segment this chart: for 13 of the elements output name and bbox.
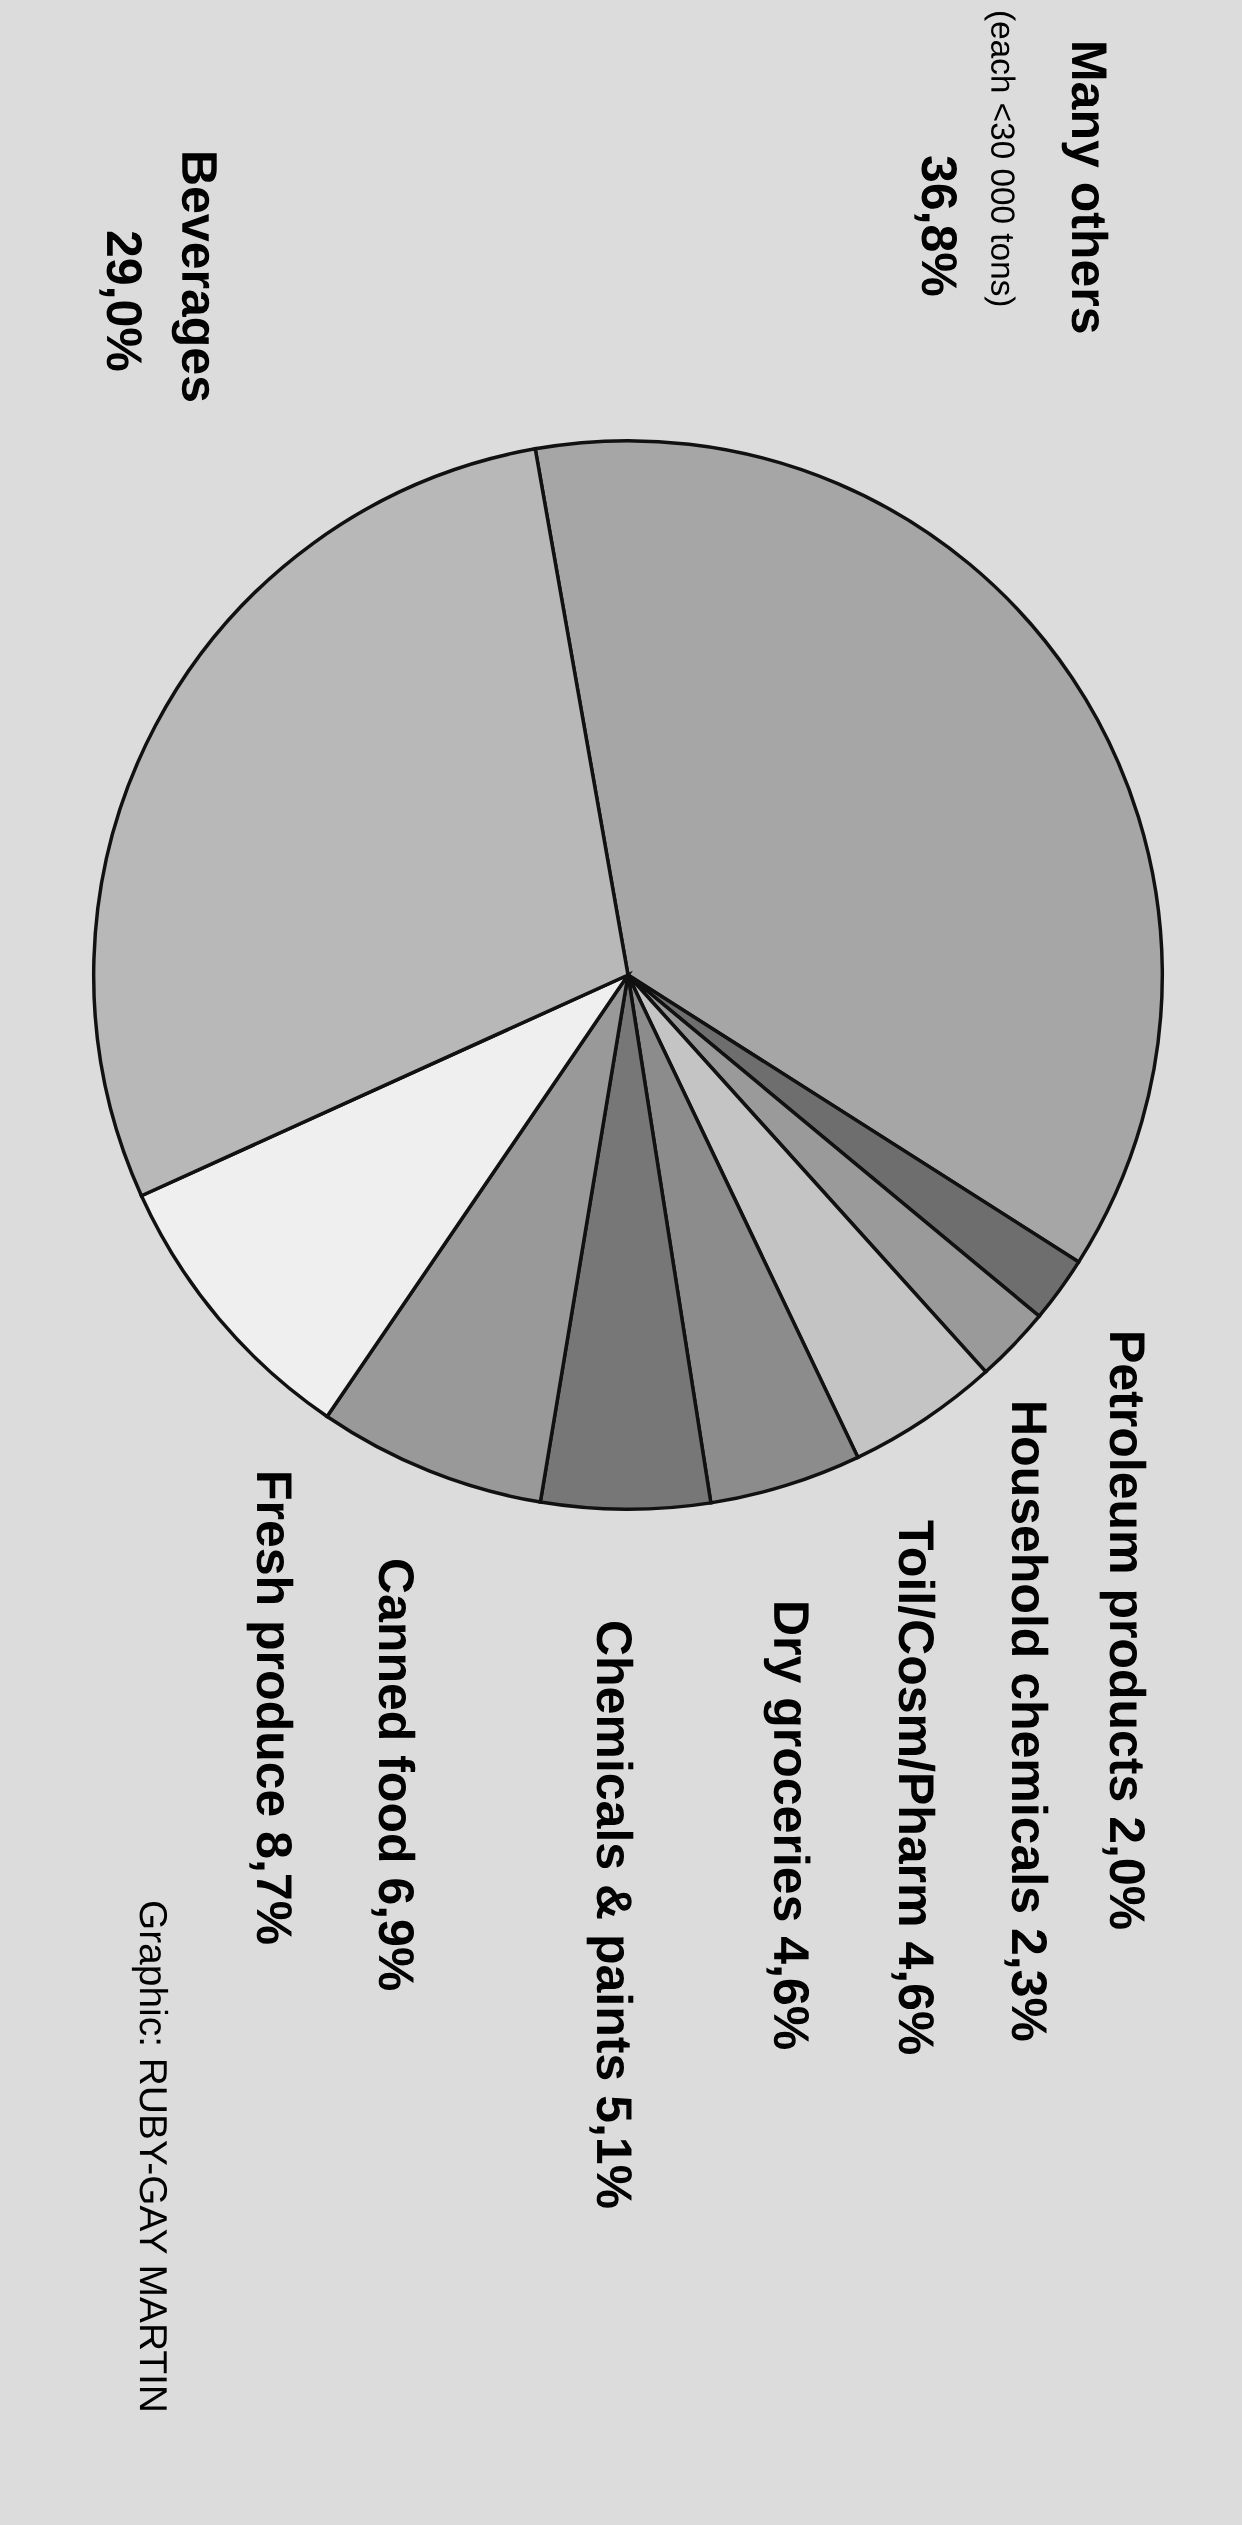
slice-label: Canned food 6,9% (371, 1560, 416, 1991)
text: Graphic: RUBY-GAY MARTIN (131, 1901, 169, 2410)
slice-label: Many others (1061, 43, 1109, 333)
slice-label: Dry groceries 4,6% (763, 1603, 811, 2049)
slice-label: Fresh produce 8,7% (246, 1473, 294, 1944)
data-label: 29,0% (99, 231, 142, 371)
slice-label: Household chemicals 2,3% (1004, 1403, 1049, 2041)
slice-label: Petroleum products 2,0% (1099, 1333, 1147, 1929)
slice-label: Beverages (171, 153, 217, 401)
text: (each <30 000 tons) (984, 12, 1016, 306)
slice-label: Toil/Cosm/Pharm 4,6% (891, 1520, 936, 2055)
slice-label: Chemicals & paints 5,1% (586, 1622, 634, 2208)
data-label: 36,8% (914, 156, 957, 296)
